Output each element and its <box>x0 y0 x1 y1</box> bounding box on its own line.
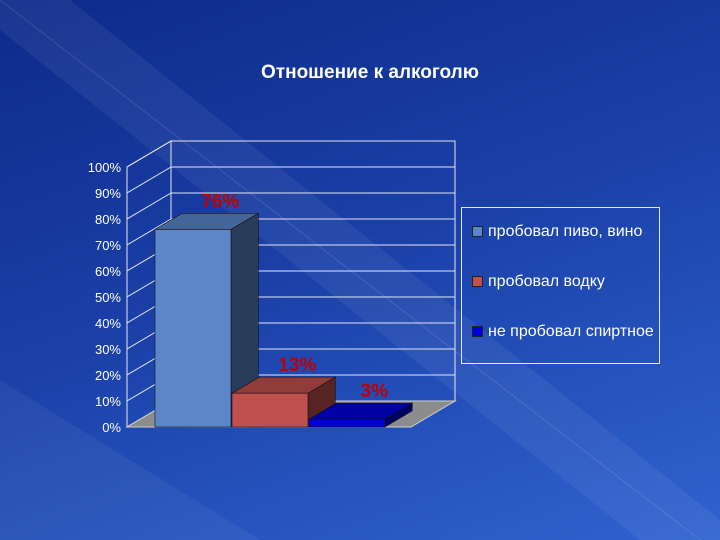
y-tick-label: 20% <box>95 368 121 383</box>
y-tick-label: 80% <box>95 212 121 227</box>
legend-item-vodka: пробовал водку <box>472 272 663 292</box>
gridline <box>126 218 172 246</box>
chart-title: Отношение к алкоголю <box>261 62 479 83</box>
y-tick-label: 100% <box>88 160 122 175</box>
legend-item-never: не пробовал спиртное <box>472 322 663 342</box>
legend-label: пробовал водку <box>488 273 605 290</box>
gridline <box>126 166 172 194</box>
legend-swatch <box>472 276 483 287</box>
data-label: 3% <box>361 381 389 402</box>
legend-label: пробовал пиво, вино <box>488 223 643 240</box>
y-tick-label: 40% <box>95 316 121 331</box>
data-label: 76% <box>201 191 239 212</box>
legend-swatch <box>472 226 483 237</box>
gridline <box>126 192 172 220</box>
legend-swatch <box>472 326 483 337</box>
bar-front <box>308 418 386 428</box>
chart-legend: пробовал пиво, вино пробовал водку не пр… <box>461 207 660 364</box>
y-tick-label: 70% <box>95 238 121 253</box>
y-tick-label: 90% <box>95 186 121 201</box>
bar-front <box>231 392 309 428</box>
legend-label: не пробовал спиртное <box>488 323 654 340</box>
y-tick-label: 60% <box>95 264 121 279</box>
data-label: 13% <box>278 355 316 376</box>
y-tick-label: 50% <box>95 290 121 305</box>
legend-item-beer-wine: пробовал пиво, вино <box>472 222 663 242</box>
y-tick-label: 0% <box>102 420 121 435</box>
gridline <box>126 140 172 168</box>
y-tick-label: 30% <box>95 342 121 357</box>
y-tick-label: 10% <box>95 394 121 409</box>
bar-front <box>154 229 232 428</box>
